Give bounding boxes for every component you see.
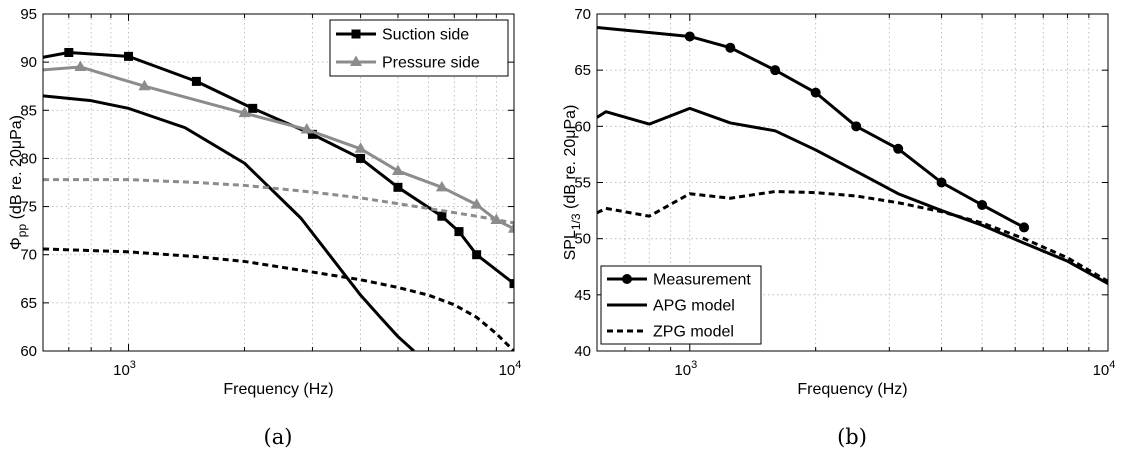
- legend-label: APG model: [653, 298, 735, 315]
- y-tick-label: 70: [574, 6, 591, 23]
- triangle-marker: [354, 142, 367, 153]
- square-marker: [248, 103, 258, 113]
- x-tick-label: 104: [1093, 359, 1116, 379]
- circle-marker: [936, 177, 947, 188]
- legend-label: Pressure side: [382, 55, 480, 72]
- series-line-1: [43, 65, 514, 231]
- y-tick-label: 95: [20, 6, 37, 23]
- series-line-2: [43, 94, 415, 351]
- x-tick-label: 103: [674, 359, 697, 379]
- y-tick-label: 50: [574, 231, 591, 248]
- figure-caption: (a): [264, 425, 293, 449]
- legend: Measurement APG model ZPG model: [600, 265, 762, 345]
- triangle-marker: [391, 164, 404, 175]
- y-tick-label: 65: [20, 295, 37, 312]
- y-tick-label: 40: [574, 343, 591, 360]
- square-marker: [307, 129, 317, 139]
- legend-label: Measurement: [653, 272, 751, 289]
- triangle-marker: [435, 180, 448, 192]
- triangle-marker: [238, 106, 251, 118]
- square-marker: [454, 227, 464, 237]
- plot-frame: [42, 13, 515, 352]
- y-tick-label: 85: [20, 102, 37, 119]
- circle-marker: [810, 87, 821, 98]
- circle-marker: [725, 42, 736, 53]
- triangle-marker: [350, 55, 362, 66]
- y-tick-label: 60: [20, 343, 37, 360]
- square-marker: [124, 51, 134, 61]
- triangle-marker: [300, 123, 313, 134]
- legend-label: Suction side: [382, 27, 469, 44]
- x-tick-label: 103: [113, 359, 136, 379]
- circle-marker: [770, 65, 781, 76]
- figure-caption: (b): [837, 425, 867, 449]
- plot-area: [43, 48, 514, 351]
- square-marker: [191, 76, 201, 86]
- circle-marker: [851, 121, 862, 132]
- series-line-4: [43, 178, 514, 225]
- square-marker: [393, 182, 403, 192]
- y-tick-label: 70: [20, 247, 37, 264]
- series-line-0: [43, 51, 514, 285]
- circle-marker: [893, 143, 904, 154]
- x-axis-label: Frequency (Hz): [797, 381, 907, 398]
- series-line-1: [597, 106, 1108, 285]
- circle-marker: [1019, 222, 1030, 233]
- square-marker: [64, 48, 74, 58]
- chart-panel-b: 40 45 50 55 60 65 70 103 104 Frequency (Hz) SPL1/3…: [562, 6, 1115, 449]
- x-axis-label: Frequency (Hz): [223, 381, 333, 398]
- y-tick-label: 45: [574, 287, 591, 304]
- square-marker: [351, 29, 361, 39]
- x-tick-label: 104: [499, 359, 522, 379]
- square-marker: [509, 279, 514, 289]
- triangle-marker: [74, 60, 87, 71]
- square-marker: [437, 211, 447, 221]
- series-line-3: [43, 247, 514, 351]
- y-tick-label: 80: [20, 150, 37, 167]
- circle-marker: [977, 199, 988, 210]
- square-marker: [472, 250, 482, 260]
- legend-box: [329, 19, 509, 77]
- plot-area: [597, 25, 1108, 285]
- circle-marker: [684, 31, 695, 42]
- y-axis-label: Φpp (dB re. 20μPa): [8, 115, 29, 250]
- y-tick-label: 90: [20, 54, 37, 71]
- legend-label: ZPG model: [653, 324, 734, 341]
- triangle-marker: [138, 79, 151, 91]
- y-tick-label: 55: [574, 175, 591, 192]
- y-tick-label: 75: [20, 199, 37, 216]
- triangle-marker: [470, 198, 483, 209]
- y-tick-label: 60: [574, 118, 591, 135]
- triangle-marker: [508, 222, 514, 233]
- square-marker: [356, 153, 366, 163]
- series-line-0: [597, 25, 1025, 229]
- y-tick-label: 65: [574, 62, 591, 79]
- series-line-2: [597, 189, 1108, 283]
- legend: Suction side Pressure side: [329, 19, 509, 77]
- chart-panel-a: 60 65 70 75 80 85 90 95 103 104 Frequency (Hz) Φpp …: [8, 6, 521, 449]
- circle-marker: [622, 274, 632, 284]
- y-axis-label: SPL1/3 (dB re. 20μPa): [562, 105, 583, 261]
